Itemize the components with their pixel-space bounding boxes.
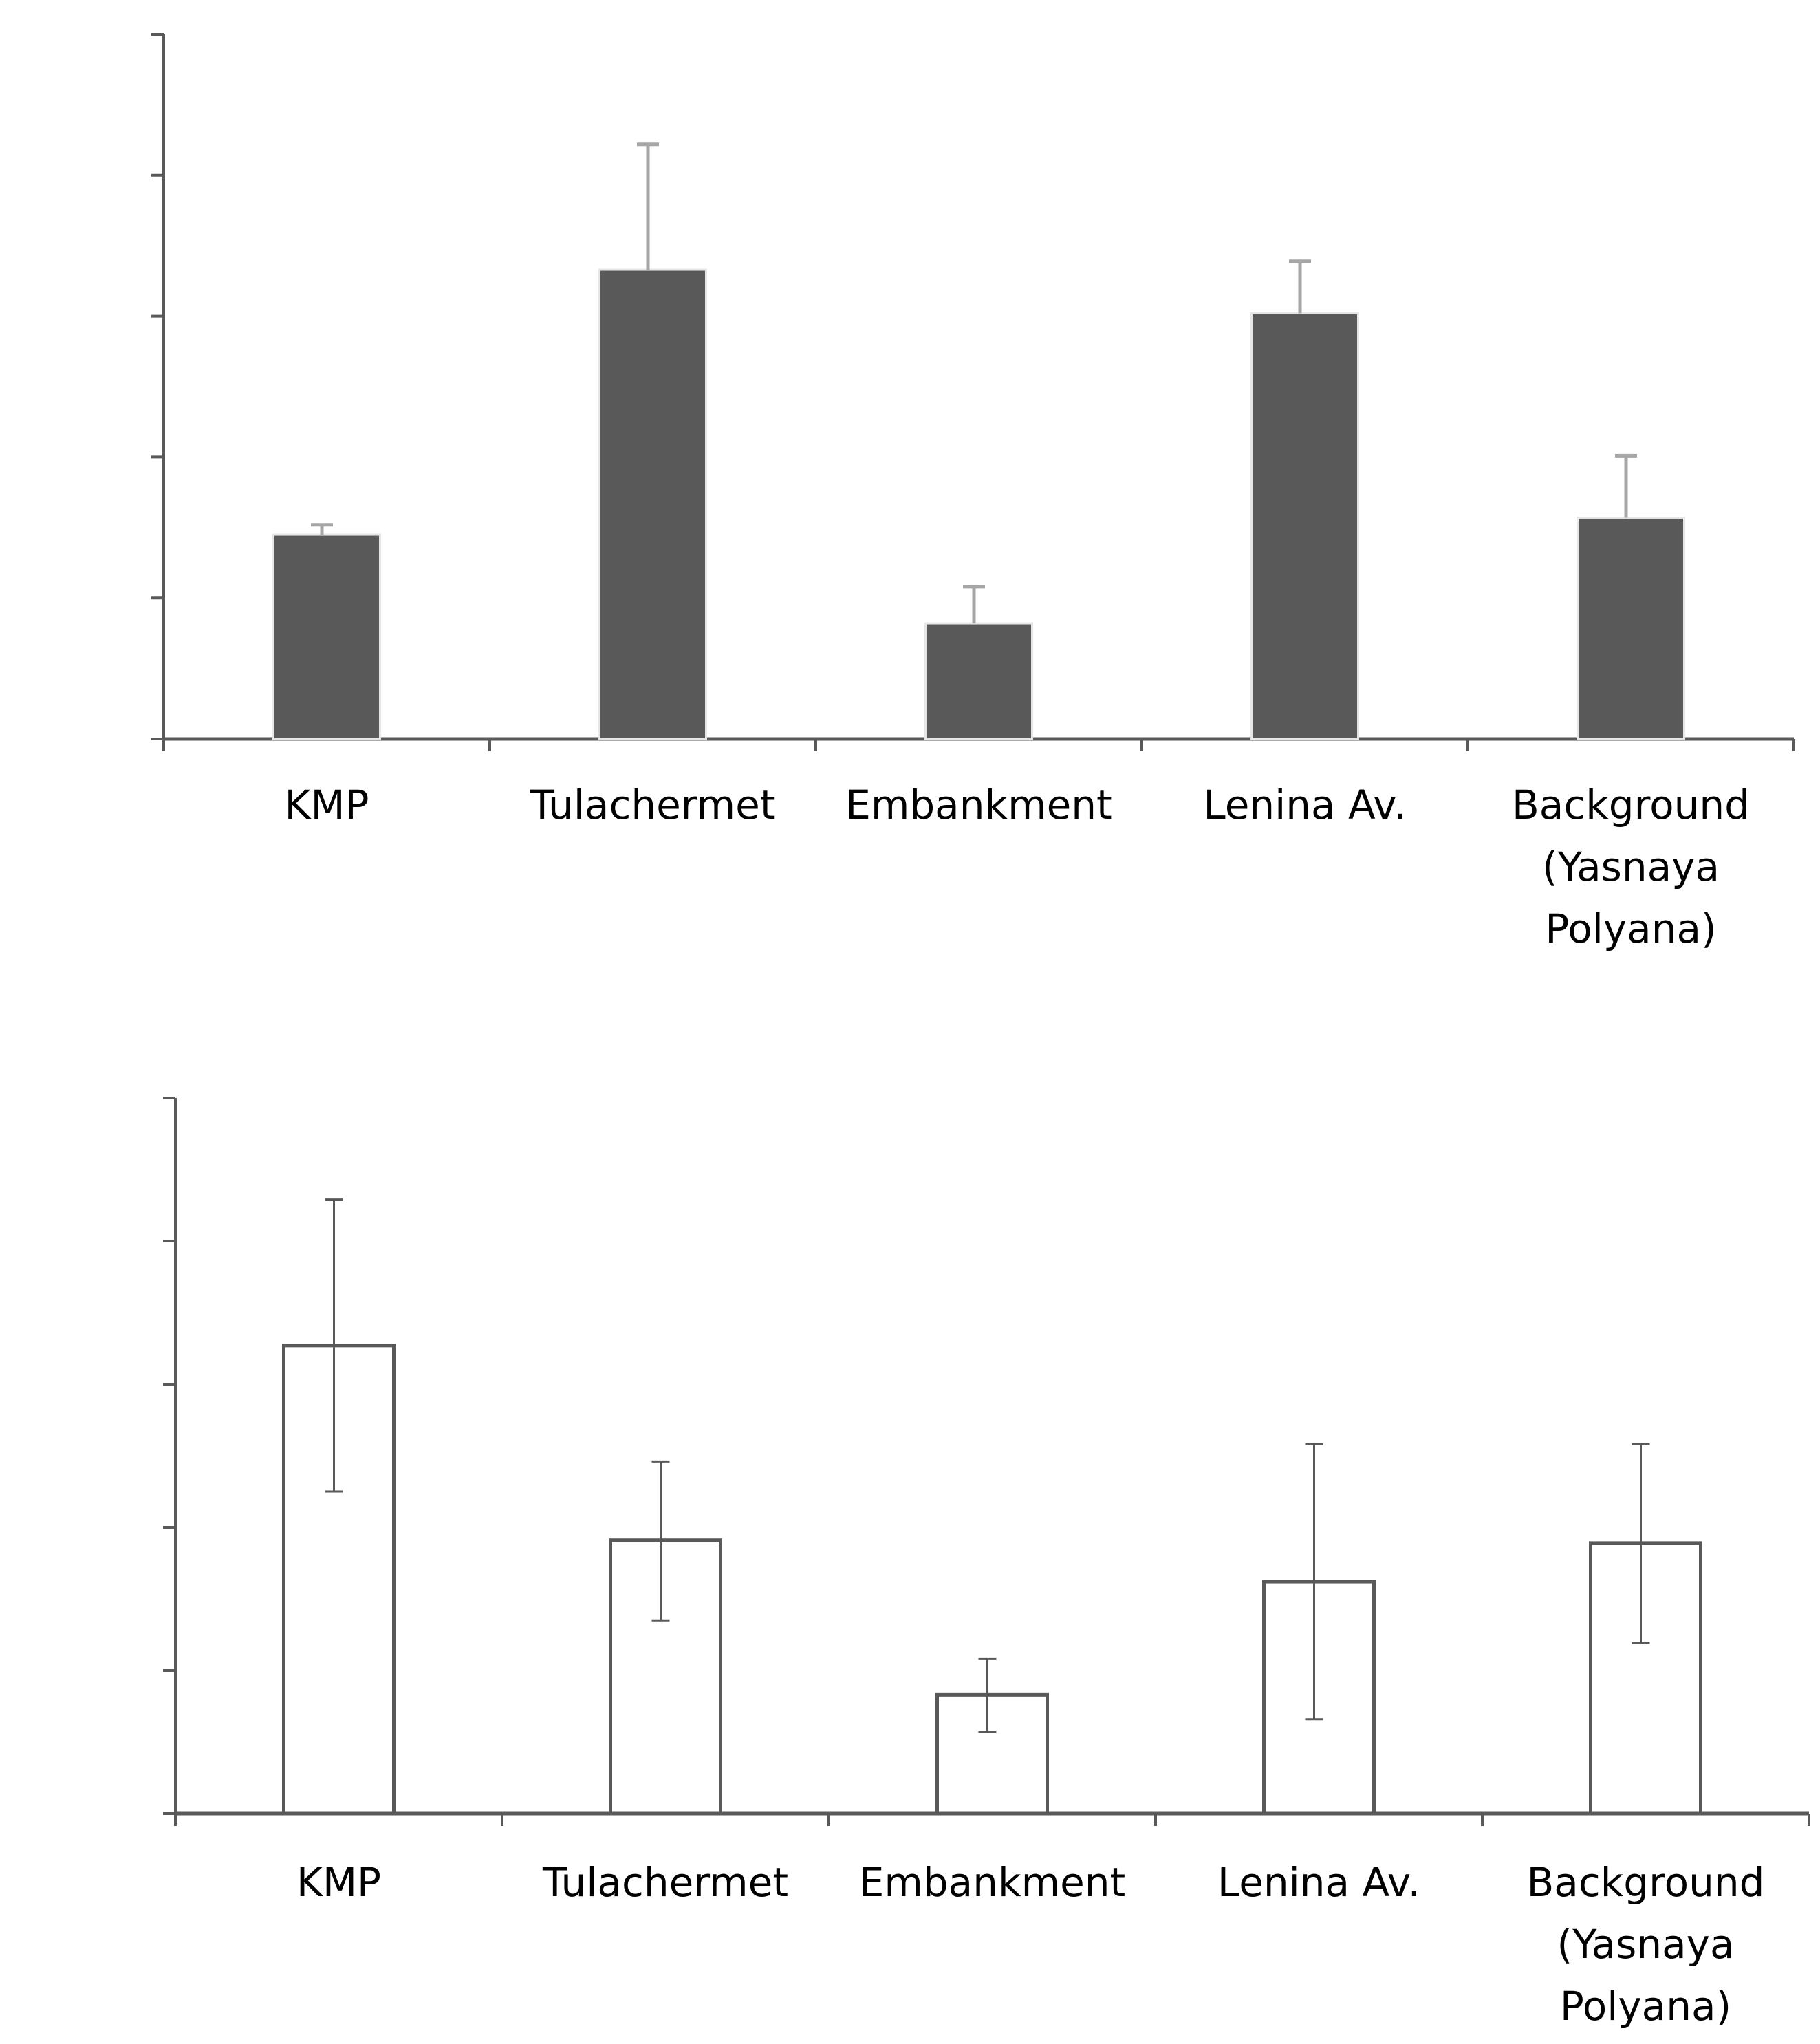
x-category-label: Lenina Av. (1203, 782, 1406, 828)
x-category-label-line: (Yasnaya (1557, 1921, 1735, 1968)
x-category-label: Background (Yasnaya Polyana) (1512, 782, 1750, 952)
x-category-label: Embankment (845, 782, 1112, 828)
bar (1577, 516, 1685, 740)
x-category-label: Embankment (859, 1859, 1126, 1906)
bar (598, 268, 707, 740)
x-category-label: Background (Yasnaya Polyana) (1526, 1859, 1764, 2030)
x-category-label-line: Lenina Av. (1217, 1859, 1420, 1906)
bar (935, 1692, 1049, 1816)
x-category-label-line: Polyana) (1560, 1983, 1731, 2030)
bar (924, 622, 1033, 740)
x-category-label-line: Background (1512, 782, 1750, 828)
x-category-label: KMP (296, 1859, 381, 1906)
x-category-label: Tulachermet (529, 782, 775, 828)
x-category-label-line: KMP (296, 1859, 381, 1906)
bar (1250, 312, 1359, 740)
x-category-label-line: (Yasnaya (1542, 843, 1720, 890)
bar (1589, 1541, 1702, 1816)
panel-b-chart: KMP Tulachermet Embankment Lenina Av. Backgr… (163, 1097, 1810, 2030)
bar (609, 1538, 722, 1816)
x-category-label-line: KMP (284, 782, 369, 828)
x-category-label-line: Polyana) (1545, 905, 1716, 952)
x-category-label: Lenina Av. (1217, 1859, 1420, 1906)
x-category-label: KMP (284, 782, 369, 828)
bar (282, 1344, 396, 1816)
x-category-label-line: Tulachermet (542, 1859, 788, 1906)
bar (272, 533, 381, 740)
x-category-label-line: Embankment (845, 782, 1112, 828)
panel-a-chart: KMP Tulachermet Embankment Lenina Av. Backgr… (151, 33, 1795, 952)
x-category-label-line: Embankment (859, 1859, 1126, 1906)
x-category-label-line: Lenina Av. (1203, 782, 1406, 828)
x-category-label: Tulachermet (542, 1859, 788, 1906)
x-category-label-line: Background (1526, 1859, 1764, 1906)
bar (1262, 1580, 1376, 1816)
x-category-label-line: Tulachermet (529, 782, 775, 828)
